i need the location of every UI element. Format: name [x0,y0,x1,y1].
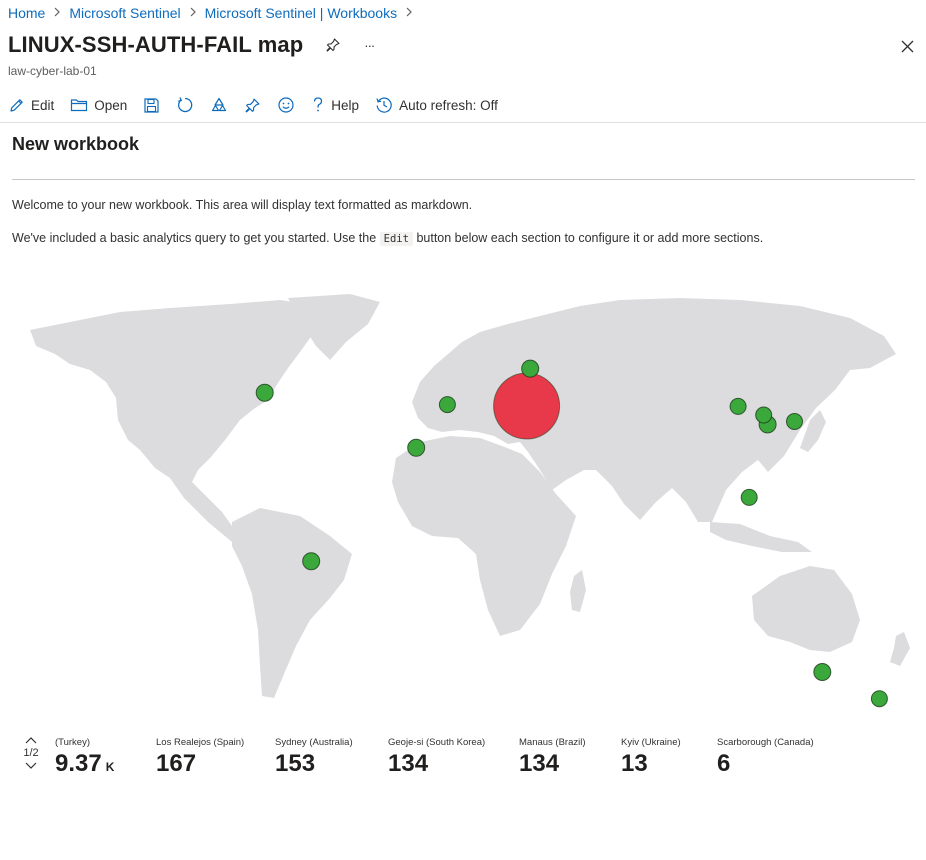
close-button[interactable] [898,37,916,55]
instructions-suffix: button below each section to configure i… [416,231,764,245]
tile-kyiv[interactable]: Kyiv (Ukraine) 13 [621,737,681,778]
chevron-right-icon [405,6,413,20]
tile-geoje-si[interactable]: Geoje-si (South Korea) 134 [388,737,485,778]
tile-value: 153 [275,750,316,777]
help-label: Help [331,97,360,113]
summary-tiles: 1/2 (Turkey) 9.37 K Los Realejos (Spain) … [18,735,918,785]
tile-value: 9.37 K [55,750,114,781]
open-button[interactable]: Open [70,97,127,113]
workspace-subtitle: law-cyber-lab-01 [8,64,97,78]
edit-code: Edit [379,232,413,246]
tile-value: 134 [519,750,560,777]
auto-refresh-button[interactable]: Auto refresh: Off [375,96,498,114]
save-icon [144,97,159,113]
breadcrumb-workbooks[interactable]: Microsoft Sentinel | Workbooks [204,5,398,21]
edit-label: Edit [31,97,55,113]
map-marker[interactable] [438,396,456,414]
tile-value: 13 [621,750,648,777]
pin-icon[interactable] [325,37,341,53]
page-indicator: 1/2 [23,747,39,759]
southeast-asia-islands [710,522,812,552]
map-marker[interactable] [255,383,274,402]
tile-label: Los Realejos (Spain) [156,737,245,748]
tile-scarborough[interactable]: Scarborough (Canada) 6 [717,737,814,778]
tile-number: 9.37 [55,750,102,777]
map-marker[interactable] [407,438,426,457]
close-icon [901,40,913,52]
north-america [30,300,330,488]
tile-label: Kyiv (Ukraine) [621,737,681,748]
open-label: Open [94,97,128,113]
welcome-text: Welcome to your new workbook. This area … [12,198,473,212]
tile-label: Scarborough (Canada) [717,737,814,748]
tile-turkey[interactable]: (Turkey) 9.37 K [55,737,114,781]
refresh-button[interactable] [176,96,194,114]
tile-label: Manaus (Brazil) [519,737,586,748]
new-zealand [890,632,910,666]
japan [800,410,826,452]
more-options-icon[interactable]: ··· [364,37,375,53]
africa [392,436,576,636]
pin-icon [245,98,260,112]
map-marker[interactable] [521,359,540,378]
map-marker[interactable] [740,488,758,506]
tiles-pager: 1/2 [18,735,44,785]
instructions-text: We've included a basic analytics query t… [12,231,764,246]
smiley-icon [278,97,294,113]
tile-label: (Turkey) [55,737,91,748]
pin-button[interactable] [244,97,261,114]
page-title: LINUX-SSH-AUTH-FAIL map [8,32,304,57]
chevron-right-icon [53,6,61,20]
tile-manaus[interactable]: Manaus (Brazil) 134 [519,737,586,778]
section-divider [12,179,915,180]
palette-icon [212,97,227,112]
chevron-down-icon[interactable] [24,761,38,771]
map-marker[interactable] [786,413,803,430]
title-row: LINUX-SSH-AUTH-FAIL map ··· [8,32,379,58]
folder-icon [71,99,88,112]
breadcrumb-home[interactable]: Home [8,5,46,21]
feedback-button[interactable] [277,96,295,114]
tile-label: Geoje-si (South Korea) [388,737,486,748]
chevron-up-icon[interactable] [24,735,38,745]
eurasia [412,298,896,522]
toolbar-divider [0,122,926,123]
refresh-icon [178,97,193,113]
australia [752,566,860,652]
tile-value: 134 [388,750,429,777]
central-america [170,478,240,542]
map-marker[interactable] [729,397,747,415]
map-marker-high[interactable] [493,372,561,440]
world-map[interactable] [0,290,926,720]
map-marker[interactable] [870,690,888,708]
chevron-right-icon [189,6,197,20]
pencil-icon [10,98,23,112]
edit-button[interactable]: Edit [8,97,54,114]
map-marker[interactable] [813,663,832,681]
breadcrumb: Home Microsoft Sentinel Microsoft Sentin… [8,4,421,22]
instructions-prefix: We've included a basic analytics query t… [12,231,377,245]
map-markers [255,359,888,708]
tile-value: 167 [156,750,197,777]
breadcrumb-sentinel[interactable]: Microsoft Sentinel [69,5,181,21]
toolbar: Edit Open Help Auto refresh: Off [8,92,514,118]
question-icon [314,97,323,112]
map-marker[interactable] [755,406,773,424]
save-button[interactable] [143,97,160,114]
auto-refresh-label: Auto refresh: Off [399,97,498,113]
tile-sydney[interactable]: Sydney (Australia) 153 [275,737,353,778]
clock-history-icon [376,97,392,113]
land-masses [30,294,910,698]
tile-unit: K [105,760,115,774]
map-marker[interactable] [302,552,321,571]
tile-los-realejos[interactable]: Los Realejos (Spain) 167 [156,737,244,778]
tile-label: Sydney (Australia) [275,737,353,748]
tile-value: 6 [717,750,731,777]
greenland [288,294,380,360]
workbook-title: New workbook [12,134,140,154]
south-america [232,508,352,698]
customize-button[interactable] [210,96,228,114]
madagascar [570,570,586,612]
help-button[interactable]: Help [311,96,359,114]
